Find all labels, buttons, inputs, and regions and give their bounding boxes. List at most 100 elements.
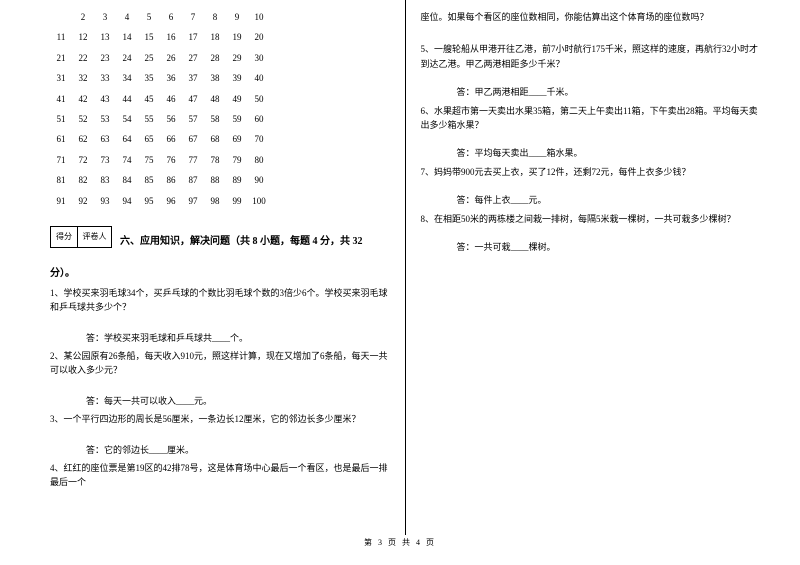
grid-cell: 72 — [72, 153, 94, 167]
grid-cell: 37 — [182, 71, 204, 85]
grid-cell: 51 — [50, 112, 72, 126]
grid-row: 919293949596979899100 — [50, 194, 390, 208]
grid-cell: 43 — [94, 92, 116, 106]
grid-cell: 54 — [116, 112, 138, 126]
grid-cell: 48 — [204, 92, 226, 106]
grid-cell: 59 — [226, 112, 248, 126]
grid-cell: 95 — [138, 194, 160, 208]
grid-cell: 13 — [94, 30, 116, 44]
grid-cell: 38 — [204, 71, 226, 85]
grid-cell: 28 — [204, 51, 226, 65]
grid-cell: 47 — [182, 92, 204, 106]
grid-cell: 61 — [50, 132, 72, 146]
grid-cell: 18 — [204, 30, 226, 44]
grid-cell: 84 — [116, 173, 138, 187]
grid-row: 41424344454647484950 — [50, 92, 390, 106]
grid-cell: 100 — [248, 194, 270, 208]
grid-cell: 41 — [50, 92, 72, 106]
grid-cell: 69 — [226, 132, 248, 146]
question-1: 1、学校买来羽毛球34个，买乒乓球的个数比羽毛球个数的3倍少6个。学校买来羽毛球… — [50, 286, 390, 315]
grid-cell: 79 — [226, 153, 248, 167]
grid-cell: 78 — [204, 153, 226, 167]
answer-5: 答：甲乙两港相距____千米。 — [457, 85, 761, 99]
grid-cell: 73 — [94, 153, 116, 167]
grid-row: 51525354555657585960 — [50, 112, 390, 126]
page-container: 2345678910 11121314151617181920 21222324… — [0, 0, 800, 535]
question-8: 8、在相距50米的两栋楼之间栽一排树，每隔5米栽一棵树，一共可栽多少棵树？ — [421, 212, 761, 226]
grid-cell: 19 — [226, 30, 248, 44]
grid-cell: 74 — [116, 153, 138, 167]
grid-row: 81828384858687888990 — [50, 173, 390, 187]
question-6: 6、水果超市第一天卖出水果35箱，第二天上午卖出11箱，下午卖出28箱。平均每天… — [421, 104, 761, 133]
grid-cell: 83 — [94, 173, 116, 187]
grid-cell: 81 — [50, 173, 72, 187]
grid-cell: 22 — [72, 51, 94, 65]
grid-cell: 68 — [204, 132, 226, 146]
left-column: 2345678910 11121314151617181920 21222324… — [0, 0, 406, 535]
grid-cell: 87 — [182, 173, 204, 187]
question-3: 3、一个平行四边形的周长是56厘米，一条边长12厘米，它的邻边长多少厘米？ — [50, 412, 390, 426]
grid-cell: 60 — [248, 112, 270, 126]
grid-cell: 15 — [138, 30, 160, 44]
grid-cell: 7 — [182, 10, 204, 24]
grid-cell: 49 — [226, 92, 248, 106]
grid-cell: 77 — [182, 153, 204, 167]
grid-cell: 40 — [248, 71, 270, 85]
grid-cell: 92 — [72, 194, 94, 208]
grid-cell: 97 — [182, 194, 204, 208]
grid-cell: 75 — [138, 153, 160, 167]
grid-cell: 26 — [160, 51, 182, 65]
score-box-score: 得分 — [50, 226, 78, 248]
grid-cell: 85 — [138, 173, 160, 187]
grid-cell: 65 — [138, 132, 160, 146]
grid-row: 71727374757677787980 — [50, 153, 390, 167]
grid-cell: 94 — [116, 194, 138, 208]
section-6-title-cont: 分）。 — [50, 268, 75, 279]
grid-cell: 62 — [72, 132, 94, 146]
grid-cell: 17 — [182, 30, 204, 44]
grid-cell: 96 — [160, 194, 182, 208]
grid-cell: 16 — [160, 30, 182, 44]
grid-cell: 24 — [116, 51, 138, 65]
grid-cell: 56 — [160, 112, 182, 126]
score-box-grader: 评卷人 — [78, 226, 112, 248]
grid-cell: 57 — [182, 112, 204, 126]
grid-cell: 55 — [138, 112, 160, 126]
grid-cell: 80 — [248, 153, 270, 167]
grid-cell: 86 — [160, 173, 182, 187]
grid-cell: 3 — [94, 10, 116, 24]
question-2: 2、某公园原有26条船，每天收入910元，照这样计算，现在又增加了6条船，每天一… — [50, 349, 390, 378]
grid-cell: 25 — [138, 51, 160, 65]
grid-cell: 11 — [50, 30, 72, 44]
grid-cell: 90 — [248, 173, 270, 187]
question-4: 4、红红的座位票是第19区的42排78号，这是体育场中心最后一个看区，也是最后一… — [50, 461, 390, 490]
answer-1: 答：学校买来羽毛球和乒乓球共____个。 — [86, 331, 390, 345]
grid-cell: 34 — [116, 71, 138, 85]
grid-cell: 6 — [160, 10, 182, 24]
grid-cell: 5 — [138, 10, 160, 24]
grid-cell: 23 — [94, 51, 116, 65]
grid-cell: 88 — [204, 173, 226, 187]
grid-cell: 32 — [72, 71, 94, 85]
grid-cell: 10 — [248, 10, 270, 24]
answer-7: 答：每件上衣____元。 — [457, 193, 761, 207]
grid-cell: 2 — [72, 10, 94, 24]
grid-cell: 71 — [50, 153, 72, 167]
grid-cell: 66 — [160, 132, 182, 146]
grid-cell: 8 — [204, 10, 226, 24]
answer-8: 答：一共可栽____棵树。 — [457, 240, 761, 254]
grid-cell: 93 — [94, 194, 116, 208]
grid-cell: 45 — [138, 92, 160, 106]
page-footer: 第 3 页 共 4 页 — [0, 537, 800, 548]
grid-row: 61626364656667686970 — [50, 132, 390, 146]
grid-cell: 29 — [226, 51, 248, 65]
grid-cell: 14 — [116, 30, 138, 44]
grid-cell: 63 — [94, 132, 116, 146]
grid-cell: 36 — [160, 71, 182, 85]
grid-cell: 89 — [226, 173, 248, 187]
score-boxes: 得分 评卷人 — [50, 226, 112, 248]
grid-cell: 82 — [72, 173, 94, 187]
grid-cell: 30 — [248, 51, 270, 65]
grid-cell: 58 — [204, 112, 226, 126]
right-column: 座位。如果每个看区的座位数相同，你能估算出这个体育场的座位数吗？ 5、一艘轮船从… — [406, 0, 800, 535]
